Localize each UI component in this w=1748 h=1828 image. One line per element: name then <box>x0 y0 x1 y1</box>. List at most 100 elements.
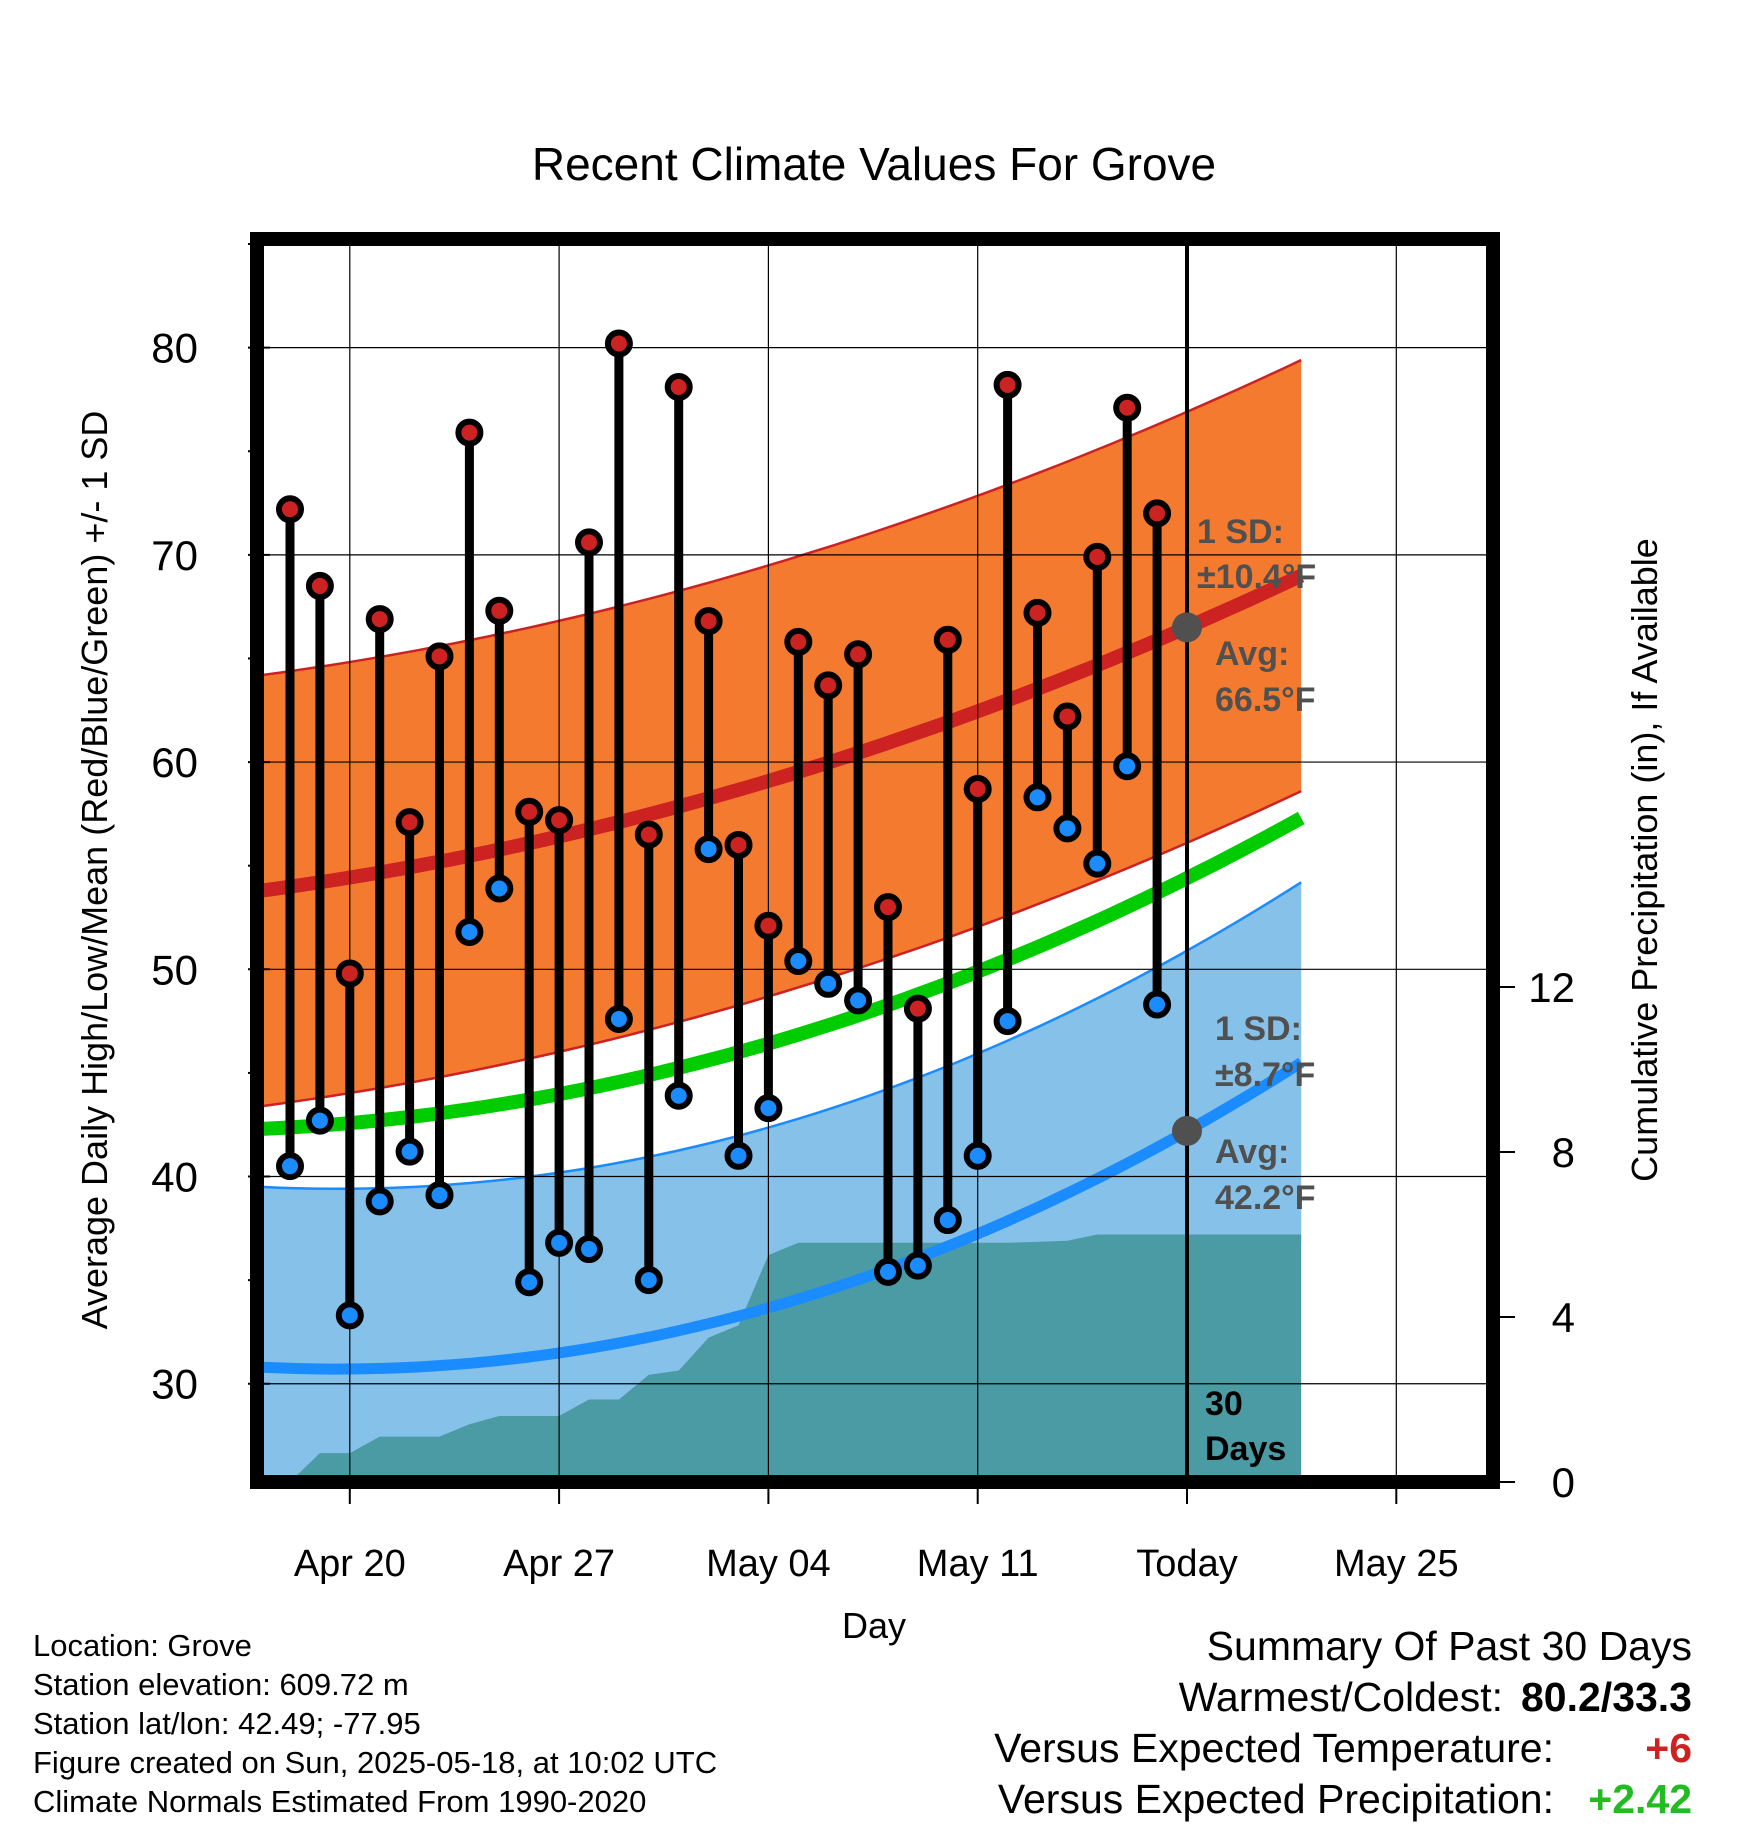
daily-low-point <box>1143 990 1172 1019</box>
daily-low-point <box>515 1268 544 1297</box>
cumulative-precip-area <box>290 1234 1302 1477</box>
today-high-avg-marker <box>1172 612 1202 643</box>
daily-low-point <box>604 1005 633 1034</box>
low-sd-label: 1 SD: <box>1215 1010 1302 1048</box>
y2-tick-label: 12 <box>1528 964 1575 1011</box>
daily-low-point <box>903 1251 932 1280</box>
daily-high-point <box>1023 598 1052 627</box>
daily-high-point <box>365 605 394 634</box>
daily-high-point <box>903 994 932 1023</box>
plot-area: 1 SD: ±10.4°F Avg: 66.5°F 1 SD: ±8.7°F Avg: 42.… <box>151 232 1575 1585</box>
low-sd-value: ±8.7°F <box>1215 1056 1315 1094</box>
y2-tick-label: 8 <box>1552 1129 1575 1176</box>
daily-low-point <box>724 1141 753 1170</box>
summary-heading: Summary Of Past 30 Days <box>1206 1623 1692 1669</box>
daily-high-point <box>1083 542 1112 571</box>
daily-low-point <box>365 1187 394 1216</box>
summary-panel: Summary Of Past 30 Days Warmest/Coldest:… <box>994 1621 1692 1825</box>
daily-high-point <box>485 596 514 625</box>
daily-high-point <box>545 806 574 835</box>
daily-low-point <box>545 1228 574 1257</box>
station-info: Location: Grove Station elevation: 609.7… <box>33 1626 717 1821</box>
daily-high-point <box>1113 393 1142 422</box>
x-axis-label: Day <box>842 1605 906 1646</box>
daily-high-point <box>604 329 633 358</box>
x-tick-label: May 25 <box>1334 1543 1459 1585</box>
low-avg-value: 42.2°F <box>1215 1179 1316 1217</box>
daily-low-point <box>993 1007 1022 1036</box>
daily-low-point <box>305 1106 334 1135</box>
daily-high-point <box>335 959 364 988</box>
daily-high-point <box>305 571 334 600</box>
daily-high-point <box>515 797 544 826</box>
x-tick-label: Apr 20 <box>294 1543 406 1585</box>
daily-high-point <box>844 640 873 669</box>
x-tick-label: Apr 27 <box>503 1543 615 1585</box>
y2-tick-label: 0 <box>1552 1459 1575 1506</box>
daily-high-point <box>664 372 693 401</box>
daily-low-point <box>933 1206 962 1235</box>
high-sd-band <box>262 360 1302 1107</box>
x-tick-label: May 11 <box>917 1543 1039 1585</box>
normal-low-line <box>262 1057 1305 1375</box>
daily-high-point <box>963 775 992 804</box>
high-sd-value: ±10.4°F <box>1197 558 1316 596</box>
daily-high-point <box>754 911 783 940</box>
plot-clip-group: 1 SD: ±10.4°F Avg: 66.5°F 1 SD: ±8.7°F Avg: 42.… <box>262 244 1488 1477</box>
daily-low-point <box>1053 814 1082 843</box>
x-tick-label: Today <box>1136 1543 1237 1585</box>
daily-low-point <box>694 835 723 864</box>
y-tick-label: 50 <box>151 946 198 993</box>
location-text: Location: Grove <box>33 1628 252 1663</box>
warm-cold-row: Warmest/Coldest: 80.2/33.3 <box>994 1672 1692 1723</box>
daily-high-point <box>814 671 843 700</box>
latlon-text: Station lat/lon: 42.49; -77.95 <box>33 1706 421 1741</box>
daily-low-point <box>1113 752 1142 781</box>
daily-high-point <box>455 418 484 447</box>
high-avg-value: 66.5°F <box>1215 681 1316 719</box>
warm-cold-value: 80.2/33.3 <box>1521 1674 1692 1720</box>
plot-frame <box>250 232 1500 1489</box>
daily-high-point <box>634 820 663 849</box>
x-tick-label: May 04 <box>706 1543 831 1585</box>
daily-low-point <box>784 947 813 976</box>
daily-low-point <box>335 1301 364 1330</box>
daily-low-point <box>276 1152 304 1181</box>
high-avg-label: Avg: <box>1215 635 1289 673</box>
daily-low-point <box>1023 783 1052 812</box>
y-tick-label: 70 <box>151 532 198 579</box>
days-unit-label: Days <box>1205 1430 1286 1468</box>
temp-row: Versus Expected Temperature: +6 <box>994 1723 1692 1774</box>
daily-high-point <box>784 627 813 656</box>
daily-low-point <box>425 1181 454 1210</box>
daily-high-point <box>395 808 424 837</box>
temp-value: +6 <box>1645 1725 1692 1771</box>
warm-cold-label: Warmest/Coldest: <box>1178 1674 1503 1720</box>
daily-high-point <box>933 625 962 654</box>
daily-high-point <box>724 830 753 859</box>
daily-high-point <box>425 642 454 671</box>
daily-low-point <box>634 1266 663 1295</box>
daily-low-point <box>963 1141 992 1170</box>
precip-label: Versus Expected Precipitation: <box>997 1776 1554 1822</box>
precip-row: Versus Expected Precipitation: +2.42 <box>994 1774 1692 1825</box>
high-sd-label: 1 SD: <box>1197 513 1284 551</box>
daily-low-point <box>485 874 514 903</box>
daily-low-point <box>395 1137 424 1166</box>
today-low-avg-marker <box>1172 1115 1202 1146</box>
daily-low-point <box>455 917 484 946</box>
daily-high-point <box>993 370 1022 399</box>
daily-high-point <box>1053 702 1082 731</box>
daily-low-point <box>754 1094 783 1123</box>
y-tick-label: 40 <box>151 1154 198 1201</box>
daily-low-point <box>664 1081 693 1110</box>
normals-text: Climate Normals Estimated From 1990-2020 <box>33 1784 647 1819</box>
y2-tick-label: 4 <box>1552 1294 1575 1341</box>
created-text: Figure created on Sun, 2025-05-18, at 10… <box>33 1745 718 1780</box>
daily-high-point <box>694 607 723 636</box>
precip-value: +2.42 <box>1588 1776 1692 1822</box>
y-axis-label: Average Daily High/Low/Mean (Red/Blue/Gr… <box>74 411 115 1330</box>
days-count-label: 30 <box>1205 1385 1243 1423</box>
daily-low-point <box>814 969 843 998</box>
